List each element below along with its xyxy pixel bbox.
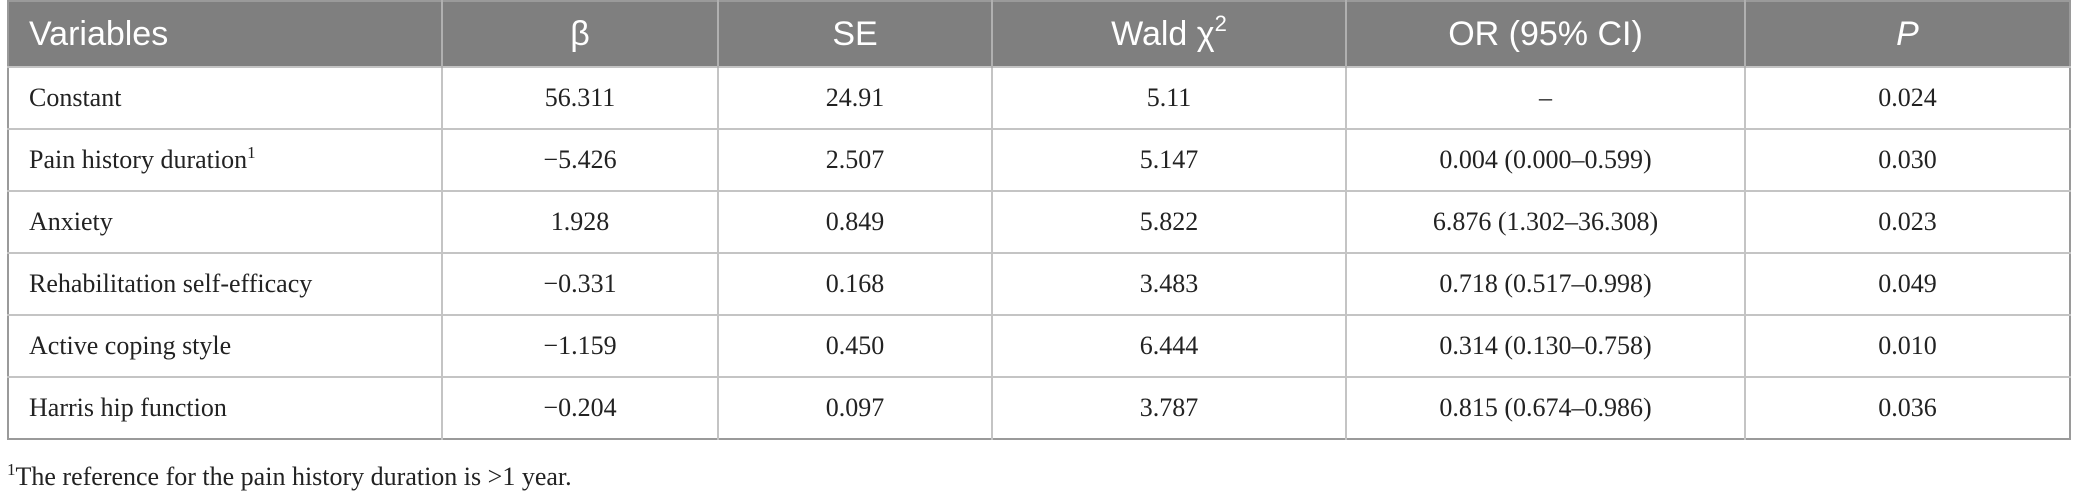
table-body: Constant 56.311 24.91 5.11–0.024 Pain histor… xyxy=(8,66,2070,439)
table-cell: 0.023 xyxy=(1744,190,2070,253)
header-row: Variables β SE Wald χ2 OR (95% CI) P xyxy=(8,1,2070,67)
table-cell: 6.444 xyxy=(991,314,1346,377)
table-cell: 0.030 xyxy=(1744,128,2070,191)
table-cell: 0.024 xyxy=(1744,66,2070,129)
table-cell: – xyxy=(1345,66,1745,129)
column-header: OR (95% CI) xyxy=(1345,1,1745,67)
column-header-text: Variables xyxy=(29,14,169,53)
table-cell: 0.718 (0.517–0.998) xyxy=(1345,252,1745,315)
column-header: Variables xyxy=(8,1,442,67)
row-label: Active coping style xyxy=(29,331,232,360)
table-row: Harris hip function −0.204 0.097 3.787 0.815… xyxy=(8,376,2070,439)
table-cell: 5.11 xyxy=(991,66,1346,129)
table-cell: 0.815 (0.674–0.986) xyxy=(1345,376,1745,439)
column-header-text: OR (95% CI) xyxy=(1448,14,1643,53)
column-header: Wald χ2 xyxy=(991,1,1346,67)
row-label: Pain history duration xyxy=(29,145,248,174)
row-label: Anxiety xyxy=(29,207,113,236)
row-label-superscript: 1 xyxy=(247,143,256,162)
table-cell: 0.168 xyxy=(717,252,992,315)
table-cell: −1.159 xyxy=(441,314,718,377)
table-row: Anxiety 1.928 0.849 5.822 6.876 (1.302–36.30… xyxy=(8,190,2070,253)
row-label-cell: Constant xyxy=(8,66,442,129)
table-cell: −0.204 xyxy=(441,376,718,439)
table-row: Pain history duration1 −5.426 2.507 5.147 0.… xyxy=(8,128,2070,191)
table-row: Constant 56.311 24.91 5.11–0.024 xyxy=(8,66,2070,129)
table-cell: 0.450 xyxy=(717,314,992,377)
table-cell: 3.483 xyxy=(991,252,1346,315)
table-row: Rehabilitation self-efficacy −0.331 0.168 3… xyxy=(8,252,2070,315)
table-cell: 3.787 xyxy=(991,376,1346,439)
column-header-text: SE xyxy=(832,14,878,53)
table-cell: 0.004 (0.000–0.599) xyxy=(1345,128,1745,191)
footnote-text: The reference for the pain history durat… xyxy=(15,462,572,491)
table-cell: 24.91 xyxy=(717,66,992,129)
column-header-text: Wald χ xyxy=(1111,14,1215,53)
column-header: SE xyxy=(717,1,992,67)
row-label: Harris hip function xyxy=(29,393,227,422)
table-cell: 5.822 xyxy=(991,190,1346,253)
column-header: P xyxy=(1744,1,2070,67)
table-row: Active coping style −1.159 0.450 6.444 0.314… xyxy=(8,314,2070,377)
table-cell: 1.928 xyxy=(441,190,718,253)
column-header: β xyxy=(441,1,718,67)
table-cell: 0.036 xyxy=(1744,376,2070,439)
table-cell: 56.311 xyxy=(441,66,718,129)
row-label: Rehabilitation self-efficacy xyxy=(29,269,313,298)
data-table: Variables β SE Wald χ2 OR (95% CI) P Constant… xyxy=(7,0,2071,440)
table-cell: 0.097 xyxy=(717,376,992,439)
column-header-text: β xyxy=(570,14,590,53)
table-cell: 0.010 xyxy=(1744,314,2070,377)
table-cell: 2.507 xyxy=(717,128,992,191)
table-cell: 0.049 xyxy=(1744,252,2070,315)
table-cell: −5.426 xyxy=(441,128,718,191)
footnote-marker: 1 xyxy=(7,460,16,479)
table-cell: 5.147 xyxy=(991,128,1346,191)
row-label-cell: Active coping style xyxy=(8,314,442,377)
row-label-cell: Harris hip function xyxy=(8,376,442,439)
footnote: 1The reference for the pain history dura… xyxy=(7,460,572,492)
table-cell: −0.331 xyxy=(441,252,718,315)
column-header-superscript: 2 xyxy=(1214,10,1227,36)
row-label: Constant xyxy=(29,83,122,112)
row-label-cell: Rehabilitation self-efficacy xyxy=(8,252,442,315)
table-cell: 0.849 xyxy=(717,190,992,253)
table-cell: 6.876 (1.302–36.308) xyxy=(1345,190,1745,253)
row-label-cell: Anxiety xyxy=(8,190,442,253)
column-header-text: P xyxy=(1896,14,1919,53)
table-cell: 0.314 (0.130–0.758) xyxy=(1345,314,1745,377)
row-label-cell: Pain history duration1 xyxy=(8,128,442,191)
